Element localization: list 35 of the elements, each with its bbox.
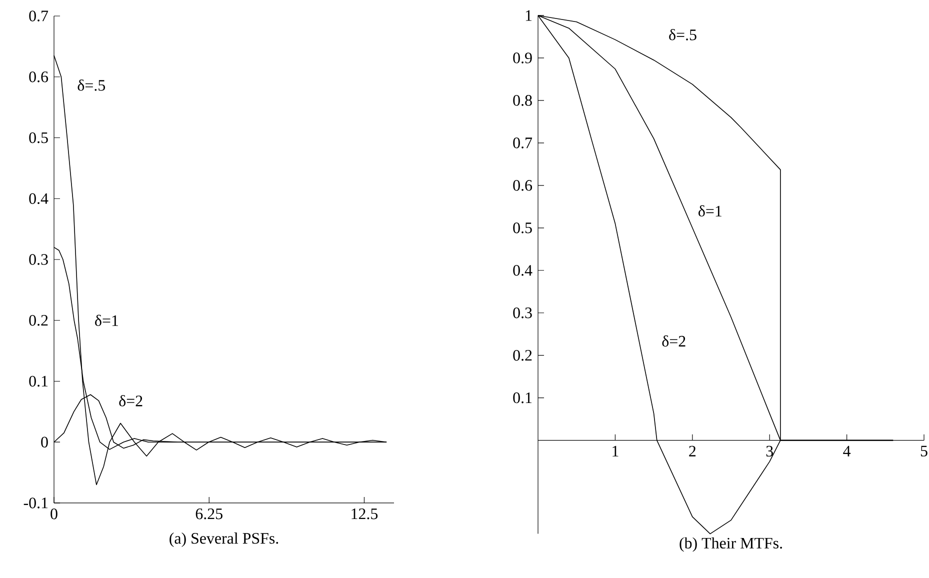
y-tick-label: 0.4 bbox=[513, 264, 532, 276]
y-tick-label: 0.2 bbox=[29, 314, 48, 326]
text: (a) Several PSFs. bbox=[170, 532, 278, 547]
y-tick-label: -0.1 bbox=[24, 498, 48, 508]
series-label: δ=.5 bbox=[78, 79, 106, 91]
y-tick-label: 0.6 bbox=[29, 71, 48, 82]
y-tick-label: 0.1 bbox=[513, 392, 532, 404]
y-tick-label: 0.3 bbox=[513, 307, 532, 318]
y-tick-label: 0 bbox=[41, 436, 48, 448]
y-tick-label: 0.7 bbox=[29, 10, 48, 22]
y-tick-label: 0.9 bbox=[513, 52, 532, 64]
y-tick-label: 0.3 bbox=[29, 254, 48, 265]
series-label: δ=.5 bbox=[669, 28, 696, 40]
series-label: δ=1 bbox=[95, 314, 118, 326]
x-tick-label: 5 bbox=[920, 446, 928, 456]
y-tick-label: 0.5 bbox=[29, 132, 48, 144]
text: (b) Their MTFs. bbox=[680, 537, 782, 552]
y-tick-label: 1 bbox=[526, 10, 532, 21]
x-tick-label: 2 bbox=[689, 446, 696, 456]
x-tick-label: 1 bbox=[612, 446, 618, 456]
x-tick-label: 12.5 bbox=[352, 508, 378, 520]
x-tick-label: 6.25 bbox=[196, 508, 222, 520]
x-tick-label: 4 bbox=[843, 446, 851, 456]
y-tick-label: 0.2 bbox=[513, 350, 532, 361]
y-tick-label: 0.4 bbox=[29, 193, 48, 204]
y-tick-label: 0.8 bbox=[513, 95, 532, 106]
x-tick-label: 3 bbox=[766, 446, 773, 457]
series-label: δ=2 bbox=[119, 395, 142, 406]
x-tick-label: 0 bbox=[50, 508, 58, 520]
y-tick-label: 0.6 bbox=[513, 180, 532, 191]
y-tick-label: 0.7 bbox=[513, 138, 532, 148]
y-tick-label: 0.1 bbox=[29, 376, 48, 387]
series-label: δ=2 bbox=[662, 335, 686, 347]
y-tick-label: 0.5 bbox=[513, 222, 532, 234]
series-label: δ=1 bbox=[698, 205, 722, 217]
